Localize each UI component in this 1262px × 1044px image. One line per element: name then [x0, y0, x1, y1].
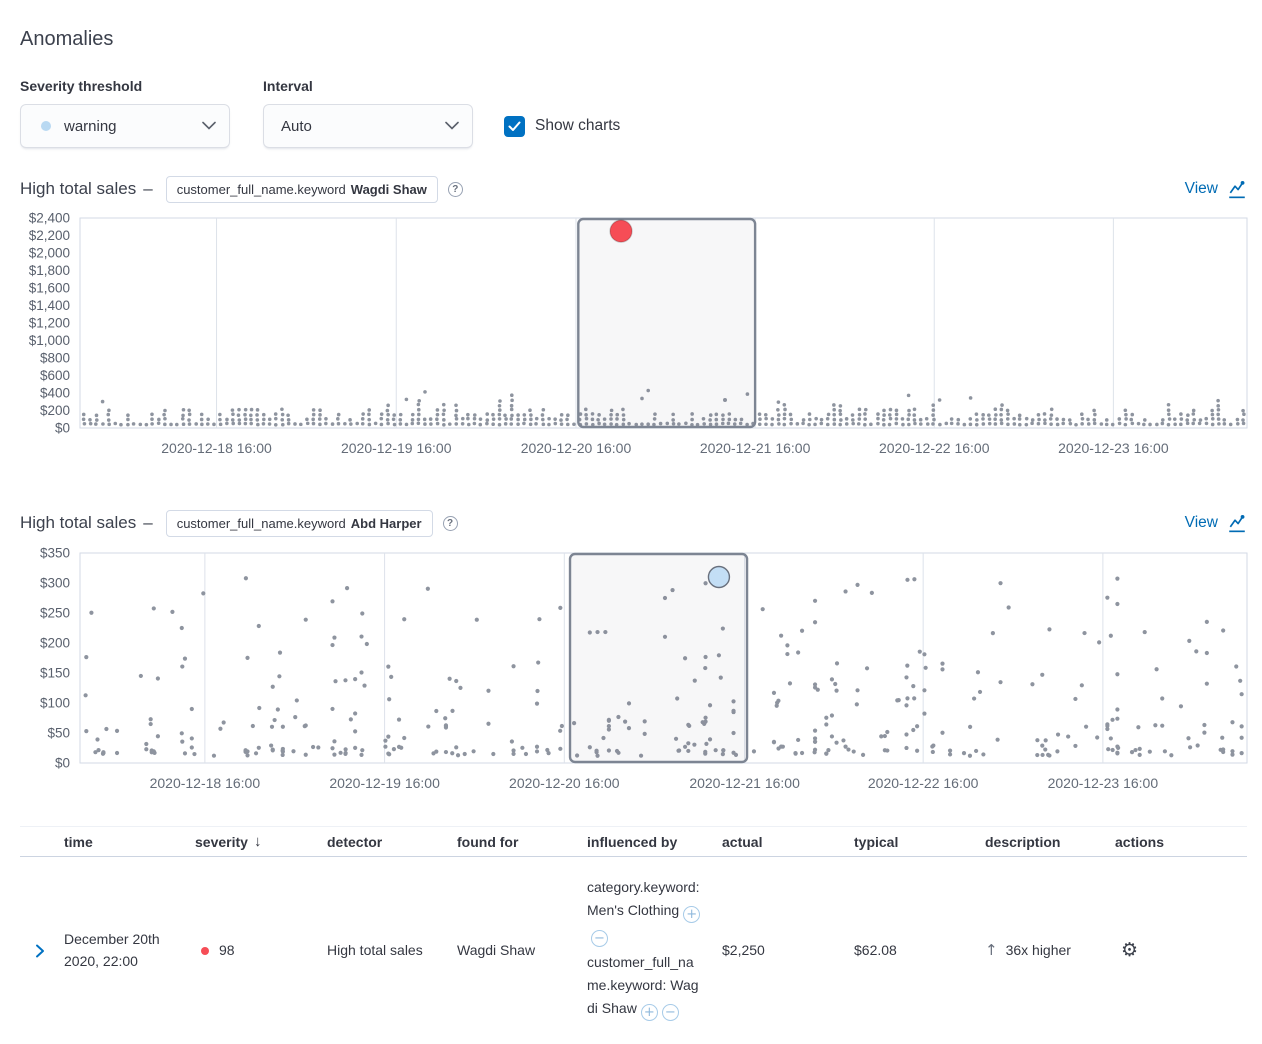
- svg-text:$250: $250: [40, 606, 70, 621]
- svg-text:2020-12-18 16:00: 2020-12-18 16:00: [161, 440, 272, 456]
- help-icon[interactable]: ?: [447, 181, 463, 197]
- show-charts-label: Show charts: [535, 117, 621, 134]
- detector-cell: High total sales: [327, 941, 423, 958]
- entity-value: Abd Harper: [350, 515, 422, 531]
- severity-threshold-value: warning: [64, 117, 117, 135]
- severity-dot-icon: [201, 946, 209, 955]
- svg-text:$1,400: $1,400: [29, 298, 70, 313]
- svg-text:$1,800: $1,800: [29, 263, 70, 278]
- table-row: December 20th 2020, 22:00 98 High total …: [20, 857, 1247, 1044]
- svg-text:$150: $150: [40, 666, 70, 681]
- filter-out-value-icon[interactable]: −: [591, 930, 608, 947]
- influencer-entry: customer_full_name.keyword: Wagdi Shaw + −: [587, 954, 699, 1021]
- svg-text:2020-12-20 16:00: 2020-12-20 16:00: [509, 775, 620, 791]
- col-header-description[interactable]: description: [985, 833, 1061, 850]
- svg-text:2020-12-20 16:00: 2020-12-20 16:00: [521, 440, 632, 456]
- chart-2-view-link[interactable]: View: [1185, 513, 1247, 533]
- svg-text:$0: $0: [55, 756, 70, 771]
- svg-text:$1,000: $1,000: [29, 333, 70, 348]
- svg-text:2020-12-23 16:00: 2020-12-23 16:00: [1048, 775, 1159, 791]
- col-header-detector[interactable]: detector: [327, 833, 383, 850]
- interval-select[interactable]: Auto: [263, 104, 473, 148]
- page-title: Anomalies: [20, 28, 114, 50]
- svg-text:$400: $400: [40, 386, 70, 401]
- actual-cell: $2,250: [722, 941, 765, 958]
- line-chart-icon: [1229, 181, 1245, 199]
- warning-severity-dot-icon: [41, 121, 51, 131]
- description-cell: ↑ 36x higher: [985, 939, 1115, 962]
- chevron-right-icon: [36, 944, 44, 957]
- chevron-down-icon: [202, 117, 216, 135]
- svg-text:$300: $300: [40, 576, 70, 591]
- col-header-influenced-by[interactable]: influenced by: [587, 833, 678, 850]
- chevron-down-icon: [445, 117, 459, 135]
- col-header-actual[interactable]: actual: [722, 833, 763, 850]
- show-charts-checkbox[interactable]: [504, 115, 525, 137]
- entity-value: Wagdi Shaw: [350, 181, 427, 197]
- col-header-time[interactable]: time: [64, 833, 93, 850]
- expand-row-button[interactable]: [26, 937, 54, 965]
- svg-text:$2,000: $2,000: [29, 246, 70, 261]
- col-header-found-for[interactable]: found for: [457, 833, 519, 850]
- svg-text:$1,600: $1,600: [29, 281, 70, 296]
- filter-out-value-icon[interactable]: −: [661, 1004, 679, 1021]
- svg-text:$100: $100: [40, 696, 70, 711]
- svg-text:2020-12-21 16:00: 2020-12-21 16:00: [700, 440, 811, 456]
- svg-text:$0: $0: [55, 421, 70, 436]
- chart-1-view-link[interactable]: View: [1185, 179, 1247, 199]
- svg-text:2020-12-23 16:00: 2020-12-23 16:00: [1058, 440, 1169, 456]
- severity-threshold-select[interactable]: warning: [20, 104, 230, 148]
- anomaly-chart-abd-harper[interactable]: $350 $300 $250 $200 $150 $100 $50 $0 2020-12-18 …: [0, 540, 1262, 800]
- time-cell: December 20th 2020, 22:00: [64, 930, 160, 969]
- interval-label: Interval: [263, 78, 313, 94]
- chart-2-title: High total sales –: [20, 513, 153, 532]
- sort-down-icon: ↓: [253, 833, 262, 850]
- entity-field: customer_full_name.keyword: [176, 515, 346, 531]
- arrow-up-icon: ↑: [985, 940, 998, 959]
- svg-text:$200: $200: [40, 636, 70, 651]
- svg-text:$200: $200: [40, 403, 70, 418]
- checkmark-icon: [508, 121, 521, 131]
- anomalies-table: time severity ↓ detector found for influ…: [20, 826, 1247, 1044]
- found-for-cell: Wagdi Shaw: [457, 941, 536, 958]
- entity-field: customer_full_name.keyword: [176, 181, 346, 197]
- svg-text:$350: $350: [40, 546, 70, 561]
- svg-text:$50: $50: [47, 726, 70, 741]
- filter-for-value-icon[interactable]: +: [683, 906, 701, 923]
- influencer-entry: category.keyword: Men's Clothing +−: [587, 879, 701, 947]
- col-header-typical[interactable]: typical: [854, 833, 899, 850]
- row-actions-gear-button[interactable]: ⚙: [1121, 938, 1139, 961]
- help-icon[interactable]: ?: [442, 515, 458, 531]
- typical-cell: $62.08: [854, 941, 897, 958]
- chart-1-title: High total sales –: [20, 179, 153, 198]
- chart-1-entity-badge[interactable]: customer_full_name.keyword Wagdi Shaw: [165, 175, 438, 203]
- interval-value: Auto: [281, 117, 312, 135]
- svg-text:$2,200: $2,200: [29, 228, 70, 243]
- influenced-by-cell: category.keyword: Men's Clothing +− custo…: [587, 876, 715, 1025]
- svg-text:$800: $800: [40, 351, 70, 366]
- svg-text:2020-12-22 16:00: 2020-12-22 16:00: [879, 440, 990, 456]
- svg-text:2020-12-18 16:00: 2020-12-18 16:00: [150, 775, 261, 791]
- table-header-row: time severity ↓ detector found for influ…: [20, 827, 1247, 857]
- svg-text:$1,200: $1,200: [29, 316, 70, 331]
- svg-text:2020-12-22 16:00: 2020-12-22 16:00: [868, 775, 979, 791]
- col-header-severity[interactable]: severity ↓: [195, 833, 262, 850]
- svg-text:$2,400: $2,400: [29, 211, 70, 226]
- filter-for-value-icon[interactable]: +: [640, 1004, 658, 1021]
- severity-score: 98: [219, 941, 235, 958]
- col-header-actions: actions: [1115, 833, 1165, 850]
- chart-2-entity-badge[interactable]: customer_full_name.keyword Abd Harper: [165, 509, 433, 537]
- svg-text:$600: $600: [40, 368, 70, 383]
- severity-cell: 98: [195, 940, 327, 962]
- anomaly-chart-wagdi-shaw[interactable]: $2,400 $2,200 $2,000 $1,800 $1,600 $1,400 $1,2…: [0, 205, 1262, 465]
- line-chart-icon: [1229, 515, 1245, 533]
- svg-text:2020-12-19 16:00: 2020-12-19 16:00: [329, 775, 440, 791]
- svg-text:2020-12-21 16:00: 2020-12-21 16:00: [689, 775, 800, 791]
- severity-threshold-label: Severity threshold: [20, 78, 143, 94]
- svg-text:2020-12-19 16:00: 2020-12-19 16:00: [341, 440, 452, 456]
